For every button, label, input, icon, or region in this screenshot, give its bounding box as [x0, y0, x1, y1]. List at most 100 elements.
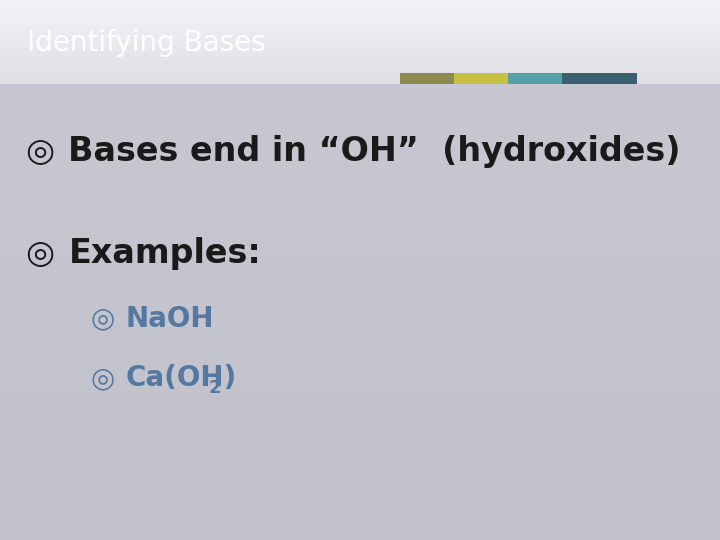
Bar	[0, 21, 720, 23]
Bar	[0, 304, 720, 312]
Bar	[0, 4, 720, 6]
Bar	[0, 40, 720, 42]
Bar	[0, 106, 720, 114]
Bar	[0, 471, 720, 479]
Bar	[0, 36, 720, 38]
Bar	[0, 29, 720, 31]
Bar	[0, 434, 720, 441]
Bar	[0, 221, 720, 228]
Bar	[0, 73, 720, 76]
Bar	[0, 152, 720, 160]
Text: NaOH: NaOH	[126, 305, 215, 333]
Bar	[0, 532, 720, 540]
Bar	[0, 418, 720, 426]
Bar	[0, 510, 720, 517]
Bar	[0, 296, 720, 304]
Bar	[0, 525, 720, 532]
Bar	[0, 395, 720, 403]
Bar	[0, 380, 720, 388]
Bar	[0, 213, 720, 220]
Bar	[0, 99, 720, 106]
Bar	[0, 77, 720, 79]
Bar	[0, 259, 720, 266]
Bar	[0, 15, 720, 17]
Bar	[0, 31, 720, 33]
Bar	[0, 137, 720, 145]
Bar	[0, 23, 720, 25]
Bar	[0, 0, 720, 2]
Bar	[0, 52, 720, 55]
Bar	[0, 122, 720, 130]
Bar	[0, 244, 720, 251]
Bar	[0, 46, 720, 48]
Bar	[0, 183, 720, 190]
Bar	[0, 441, 720, 449]
Bar	[0, 76, 720, 77]
Bar	[0, 487, 720, 495]
Text: ◎: ◎	[25, 134, 54, 168]
Bar	[0, 38, 720, 40]
Bar	[0, 84, 720, 91]
Text: ◎: ◎	[90, 364, 114, 392]
Bar	[0, 114, 720, 122]
Text: ◎: ◎	[90, 305, 114, 333]
Text: Bases end in “OH”  (hydroxides): Bases end in “OH” (hydroxides)	[68, 134, 681, 168]
Bar	[0, 357, 720, 365]
Bar	[0, 365, 720, 373]
Bar	[0, 60, 720, 63]
Bar	[0, 2, 720, 4]
Bar	[0, 27, 720, 29]
Bar	[0, 160, 720, 167]
Bar	[0, 44, 720, 46]
Bar	[0, 167, 720, 175]
Bar	[0, 335, 720, 342]
Bar	[0, 69, 720, 71]
Bar	[0, 59, 720, 60]
Bar	[0, 289, 720, 296]
Bar	[0, 65, 720, 67]
Bar	[0, 403, 720, 411]
Bar	[0, 449, 720, 456]
Bar	[0, 251, 720, 259]
Bar	[454, 73, 508, 84]
Bar	[0, 25, 720, 27]
Bar	[0, 63, 720, 65]
Bar	[562, 73, 637, 84]
Bar	[0, 8, 720, 10]
Bar	[0, 175, 720, 183]
Bar	[0, 79, 720, 82]
Bar	[0, 388, 720, 395]
Bar	[0, 42, 720, 44]
Bar	[0, 10, 720, 12]
Bar	[0, 17, 720, 19]
Bar	[0, 6, 720, 8]
Bar	[0, 129, 720, 137]
Bar	[0, 274, 720, 281]
Bar	[0, 517, 720, 525]
Bar	[0, 55, 720, 57]
Bar	[0, 266, 720, 274]
Bar	[0, 236, 720, 244]
Bar	[0, 411, 720, 418]
Bar	[0, 19, 720, 21]
Bar	[0, 205, 720, 213]
Text: Ca(OH): Ca(OH)	[126, 364, 238, 392]
Bar	[0, 48, 720, 50]
Bar	[0, 57, 720, 59]
Bar	[0, 479, 720, 487]
Bar	[0, 327, 720, 335]
Bar	[0, 67, 720, 69]
Bar	[0, 198, 720, 205]
Bar	[0, 320, 720, 327]
Bar	[0, 82, 720, 84]
Text: Identifying Bases: Identifying Bases	[27, 29, 266, 57]
Text: Examples:: Examples:	[68, 237, 261, 271]
Bar	[0, 228, 720, 236]
Bar	[0, 33, 720, 36]
Bar	[508, 73, 562, 84]
Bar	[0, 312, 720, 320]
Bar	[0, 145, 720, 152]
Bar	[0, 350, 720, 357]
Bar	[0, 91, 720, 99]
Bar	[0, 12, 720, 15]
